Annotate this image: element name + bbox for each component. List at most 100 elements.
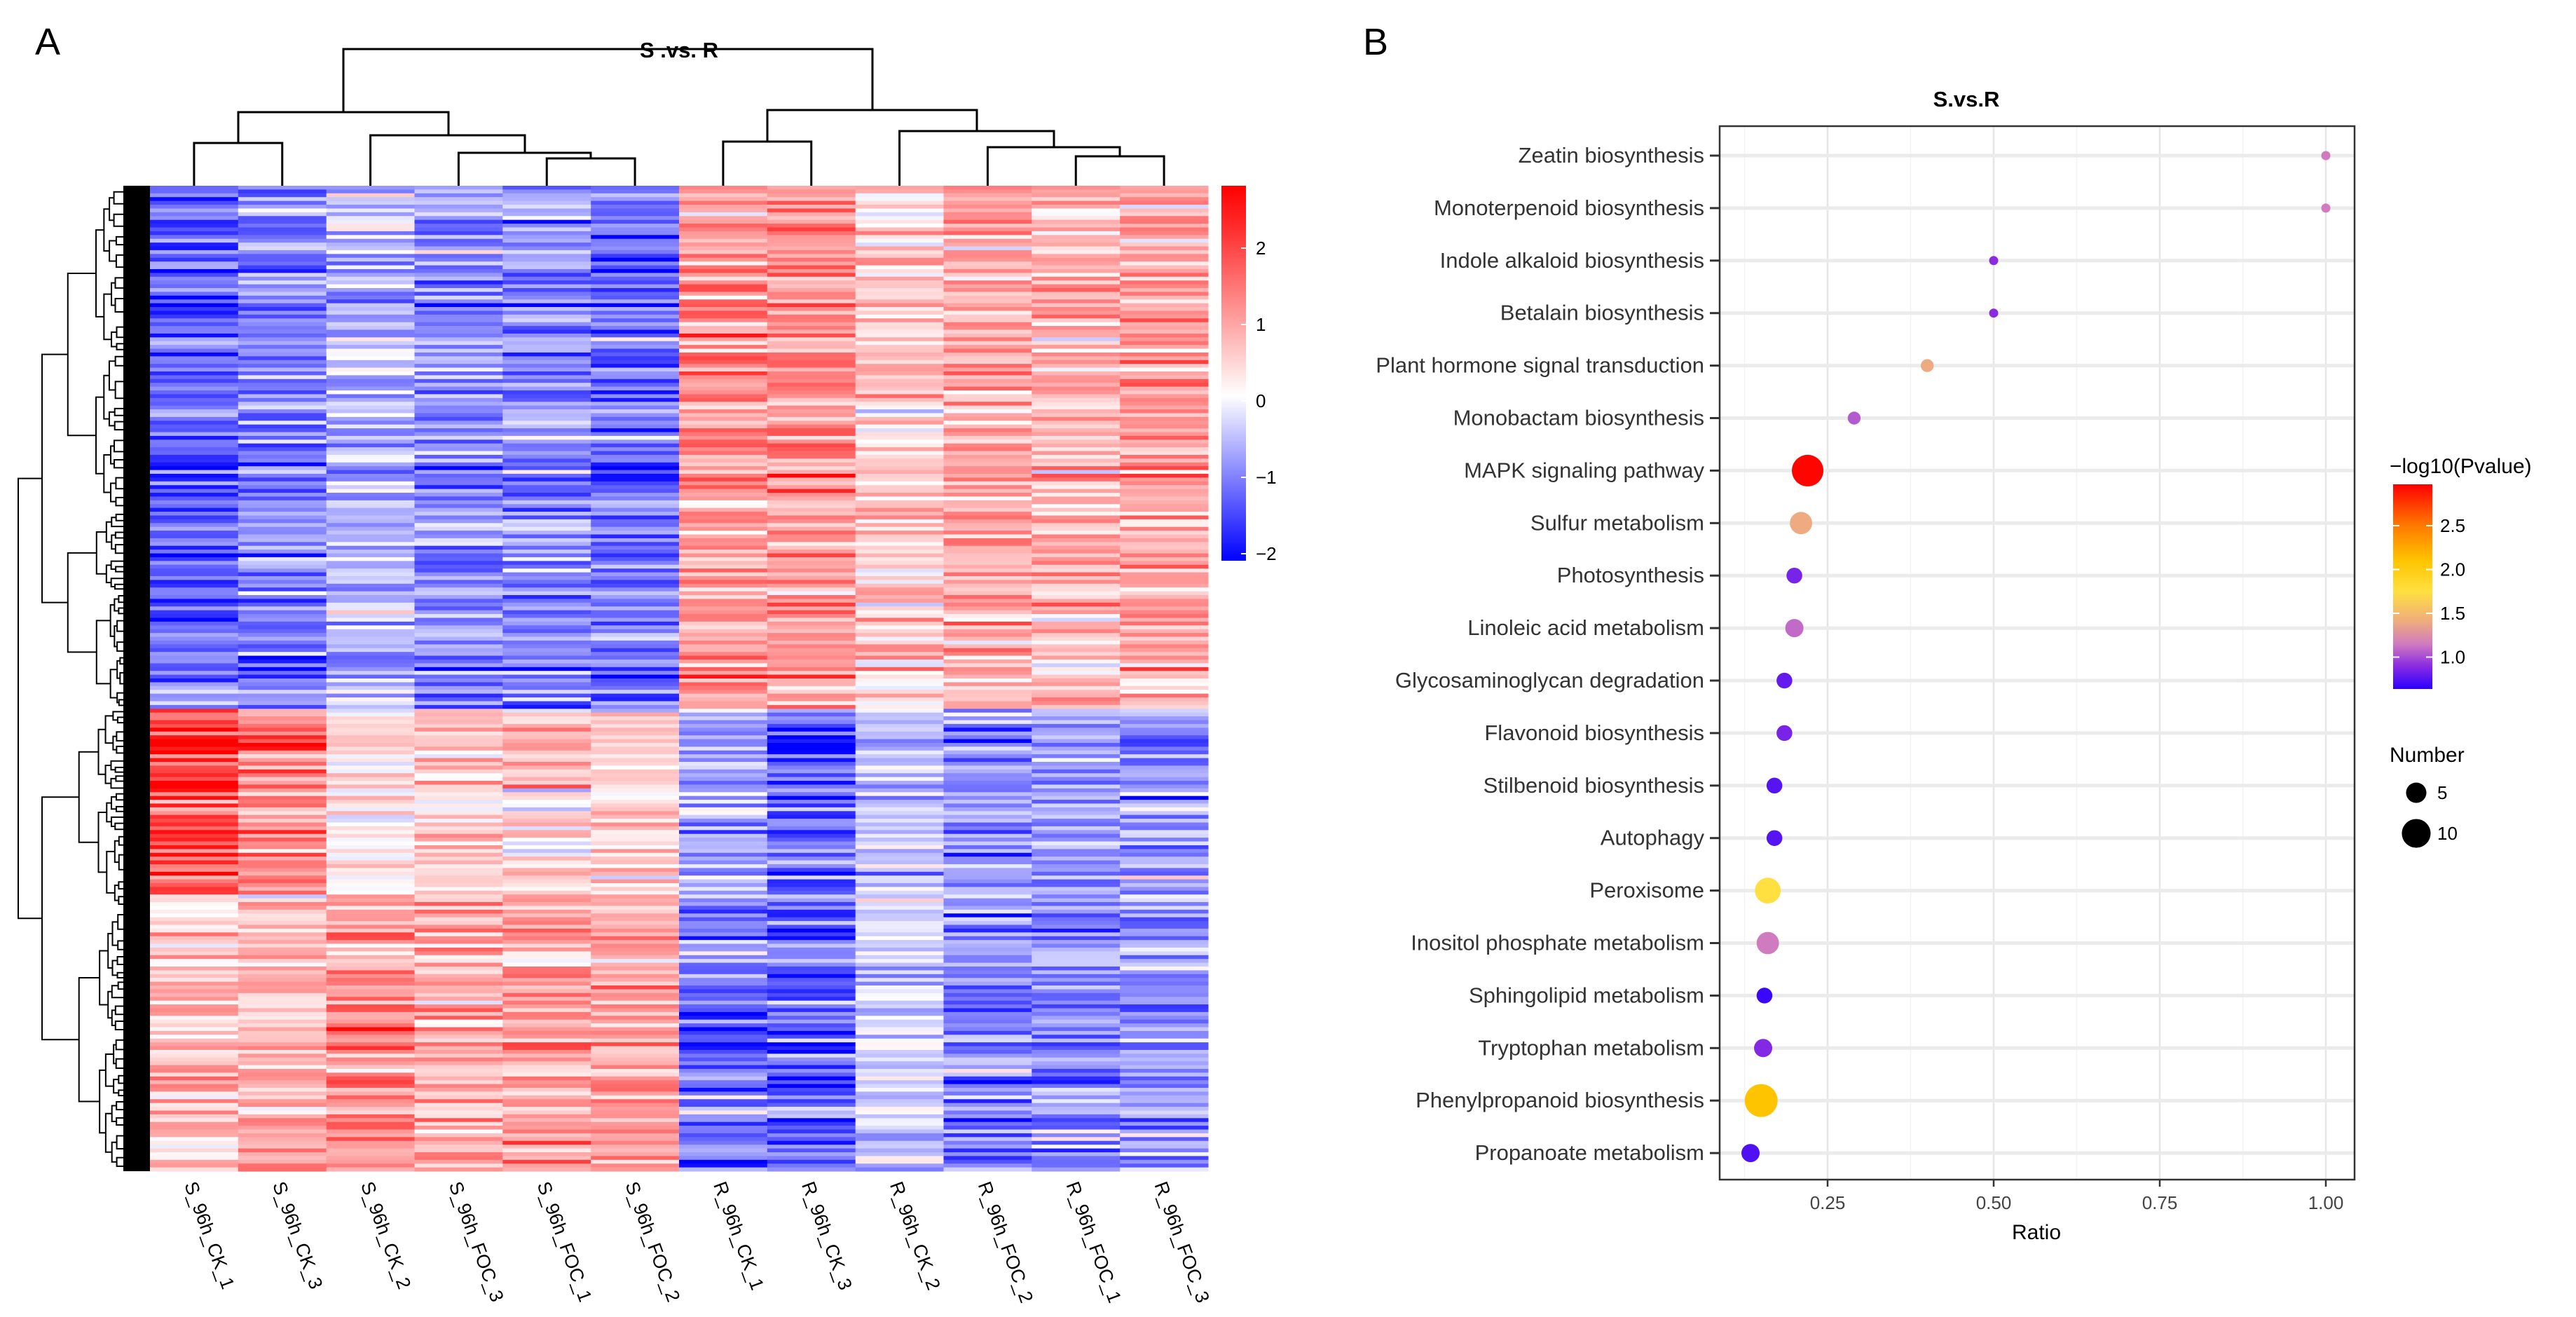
heatmap-cell	[502, 857, 591, 861]
heatmap-cell	[591, 421, 680, 425]
heatmap-cell	[855, 868, 944, 873]
heatmap-cell	[326, 746, 415, 751]
heatmap-cell	[679, 466, 768, 471]
dendrogram-branch	[113, 191, 123, 205]
heatmap-cell	[943, 481, 1032, 486]
dendrogram-branch	[119, 671, 123, 685]
heatmap-cell	[767, 648, 856, 653]
heatmap-cell	[1120, 1121, 1209, 1126]
heatmap-cell	[326, 405, 415, 410]
heatmap-cell	[326, 329, 415, 334]
data-point	[1790, 512, 1813, 535]
heatmap-cell	[591, 947, 680, 952]
heatmap-cell	[855, 360, 944, 364]
heatmap-cell	[591, 1091, 680, 1096]
heatmap-cell	[502, 477, 591, 482]
heatmap-cell	[414, 238, 503, 243]
heatmap-cell	[591, 690, 680, 695]
heatmap-cell	[679, 663, 768, 668]
heatmap-cell	[1120, 754, 1209, 759]
heatmap-cell	[591, 655, 680, 660]
heatmap-cell	[326, 621, 415, 626]
pathway-label: Tryptophan metabolism	[1478, 1035, 1704, 1060]
heatmap-cell	[238, 890, 327, 895]
heatmap-cell	[238, 1061, 327, 1066]
dendrogram-branch	[115, 805, 123, 812]
heatmap-cell	[767, 1164, 856, 1168]
heatmap-cell	[150, 750, 239, 755]
heatmap-cell	[1120, 800, 1209, 804]
heatmap-cell	[767, 1053, 856, 1058]
heatmap-cell	[1120, 1126, 1209, 1131]
heatmap-cell	[679, 761, 768, 766]
heatmap-cell	[1120, 1046, 1209, 1051]
heatmap-cell	[591, 765, 680, 770]
heatmap-cell	[1032, 526, 1121, 531]
heatmap-cell	[502, 921, 591, 925]
heatmap-cell	[414, 583, 503, 588]
heatmap-cell	[326, 231, 415, 236]
heatmap-cell	[1120, 890, 1209, 895]
heatmap-cell	[591, 739, 680, 744]
heatmap-cell	[238, 602, 327, 607]
heatmap-cell	[943, 352, 1032, 357]
heatmap-cell	[679, 1140, 768, 1145]
heatmap-cell	[943, 913, 1032, 918]
heatmap-cell	[150, 697, 239, 702]
heatmap-cell	[1120, 720, 1209, 725]
pathway-label: Zeatin biosynthesis	[1519, 143, 1704, 168]
heatmap-cell	[326, 659, 415, 664]
heatmap-cell	[943, 663, 1032, 668]
heatmap-cell	[591, 659, 680, 664]
heatmap-cell	[502, 1035, 591, 1039]
heatmap-cell	[767, 625, 856, 630]
heatmap-cell	[767, 219, 856, 224]
dendrogram-branch	[118, 854, 123, 871]
heatmap-cell	[943, 575, 1032, 580]
heatmap-cell	[1032, 955, 1121, 960]
heatmap-cell	[1032, 602, 1121, 607]
heatmap-cell	[1120, 405, 1209, 410]
heatmap-cell	[502, 295, 591, 300]
heatmap-cell	[414, 424, 503, 429]
heatmap-cell	[414, 644, 503, 649]
dendrogram-branch	[95, 620, 111, 685]
heatmap-cell	[502, 1076, 591, 1081]
heatmap-cell	[767, 254, 856, 259]
heatmap-cell	[502, 701, 591, 706]
heatmap-cell	[238, 599, 327, 603]
heatmap-cell	[591, 917, 680, 922]
heatmap-cell	[855, 1164, 944, 1168]
heatmap-cell	[150, 765, 239, 770]
heatmap-cell	[502, 940, 591, 945]
heatmap-cell	[502, 792, 591, 797]
heatmap-cell	[855, 397, 944, 402]
dendrogram-branch	[114, 625, 118, 648]
heatmap-cell	[1032, 1152, 1121, 1156]
heatmap-cell	[238, 909, 327, 914]
heatmap-cell	[943, 208, 1032, 213]
heatmap-cell	[679, 1035, 768, 1039]
heatmap-cell	[943, 781, 1032, 785]
heatmap-cell	[1120, 1068, 1209, 1073]
heatmap-cell	[414, 833, 503, 838]
heatmap-cell	[679, 773, 768, 778]
heatmap-cell	[1120, 447, 1209, 452]
heatmap-cell	[414, 337, 503, 342]
heatmap-cell	[326, 1030, 415, 1035]
heatmap-cell	[767, 1121, 856, 1126]
heatmap-cell	[414, 257, 503, 262]
heatmap-cell	[414, 1164, 503, 1168]
heatmap-cell	[591, 311, 680, 315]
heatmap-cell	[1120, 728, 1209, 732]
heatmap-cell	[414, 819, 503, 823]
heatmap-cell	[414, 1126, 503, 1131]
heatmap-cell	[943, 1095, 1032, 1100]
heatmap-cell	[1120, 1061, 1209, 1066]
heatmap-cell	[767, 655, 856, 660]
heatmap-cell	[1032, 674, 1121, 679]
heatmap-cell	[1120, 526, 1209, 531]
heatmap-cell	[238, 367, 327, 372]
heatmap-cell	[1032, 390, 1121, 395]
heatmap-cell	[414, 473, 503, 478]
